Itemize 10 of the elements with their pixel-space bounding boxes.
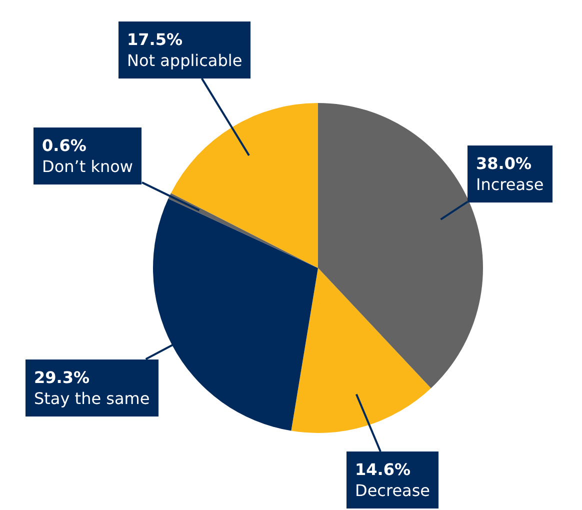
data-label: 38.0% (476, 154, 532, 173)
slice-label: Don’t know (42, 156, 133, 176)
slice-label: Decrease (355, 480, 430, 500)
data-label: 17.5% (127, 30, 183, 49)
data-label: 0.6% (42, 136, 86, 155)
slice-label: Stay the same (34, 388, 150, 408)
slice-label: Not applicable (127, 50, 242, 70)
data-label: 14.6% (355, 460, 411, 479)
data-label: 29.3% (34, 368, 90, 387)
slice-label: Increase (476, 174, 544, 194)
